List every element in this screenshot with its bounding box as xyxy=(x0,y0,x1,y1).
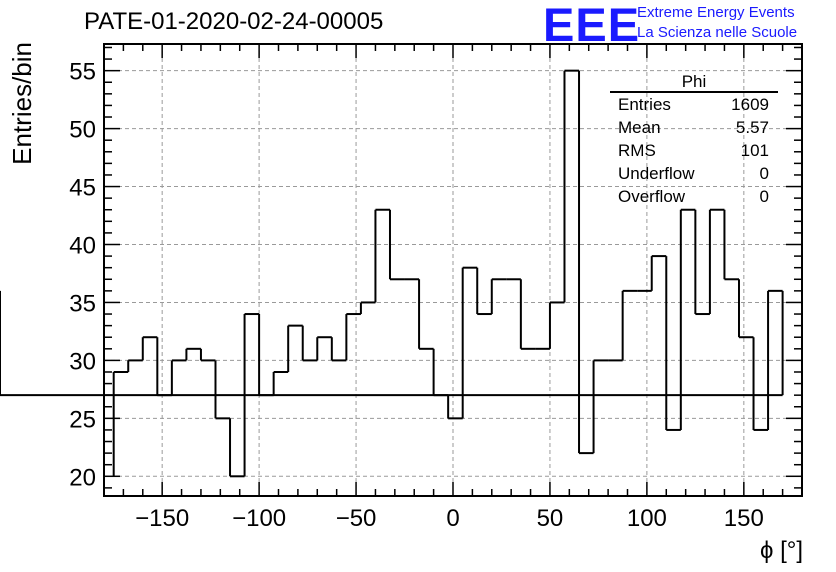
x-tick-label: 100 xyxy=(627,505,667,532)
y-tick-label: 40 xyxy=(69,233,96,260)
stats-rms-label: RMS xyxy=(618,141,656,160)
axis-ticks xyxy=(103,44,803,496)
y-axis-label: Entries/bin xyxy=(7,42,37,165)
y-tick-label: 20 xyxy=(69,464,96,491)
x-tick-label: −150 xyxy=(135,505,189,532)
stats-overflow-label: Overflow xyxy=(618,187,686,206)
stats-rms-value: 101 xyxy=(741,141,769,160)
eee-logo: EEE xyxy=(543,0,641,51)
x-axis-label: ϕ [°] xyxy=(760,537,803,564)
x-tick-label: −50 xyxy=(336,505,377,532)
stats-mean-label: Mean xyxy=(618,118,661,137)
x-tick-label: 50 xyxy=(537,505,564,532)
y-tick-label: 25 xyxy=(69,406,96,433)
chart-title: PATE-01-2020-02-24-00005 xyxy=(84,8,384,35)
y-tick-label: 50 xyxy=(69,117,96,144)
logo-subtitle-1: Extreme Energy Events xyxy=(637,4,795,21)
stats-box-title: Phi xyxy=(682,72,707,91)
x-tick-labels: −150 −100 −50 0 50 100 150 xyxy=(135,505,764,532)
stats-entries-label: Entries xyxy=(618,95,671,114)
y-tick-label: 30 xyxy=(69,348,96,375)
y-tick-label: 35 xyxy=(69,290,96,317)
stats-underflow-value: 0 xyxy=(760,164,769,183)
stats-entries-value: 1609 xyxy=(731,95,769,114)
x-tick-label: 150 xyxy=(724,505,764,532)
y-tick-label: 55 xyxy=(69,59,96,86)
y-tick-labels: 20 25 30 35 40 45 50 55 xyxy=(69,59,96,492)
histogram-bars xyxy=(0,69,784,478)
stats-mean-value: 5.57 xyxy=(736,118,769,137)
grid-lines xyxy=(104,44,802,496)
x-tick-label: 0 xyxy=(446,505,459,532)
stats-underflow-label: Underflow xyxy=(618,164,695,183)
logo-subtitle-2: La Scienza nelle Scuole xyxy=(637,24,798,41)
stats-overflow-value: 0 xyxy=(760,187,769,206)
y-tick-label: 45 xyxy=(69,175,96,202)
plot-frame xyxy=(103,43,803,497)
stats-box: Phi Entries 1609 Mean 5.57 RMS 101 Under… xyxy=(610,72,778,206)
x-tick-label: −100 xyxy=(232,505,286,532)
